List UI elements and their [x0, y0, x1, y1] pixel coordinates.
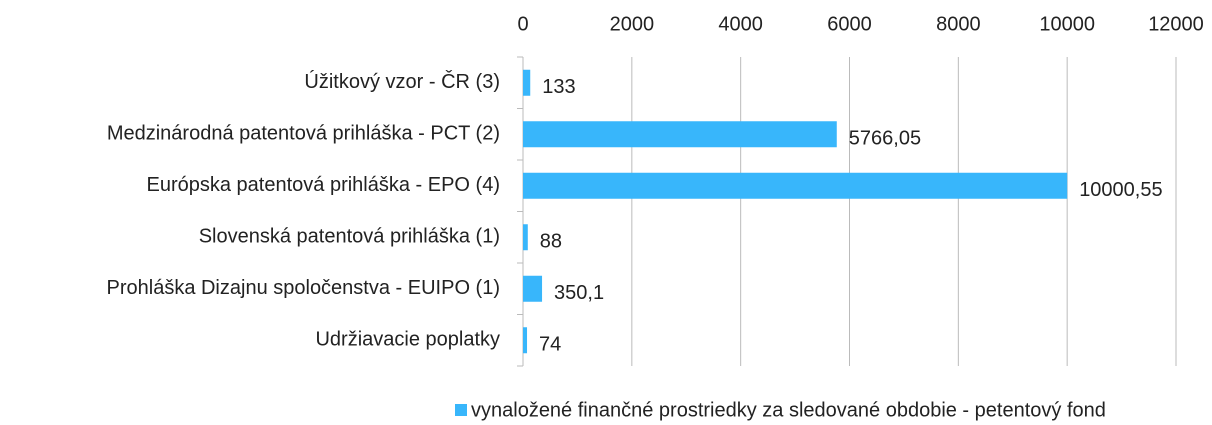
- x-tick-label: 4000: [718, 13, 763, 35]
- bar: [523, 172, 1068, 199]
- y-tick-label: Slovenská patentová prihláška (1): [199, 226, 500, 248]
- y-tick-label: Udržiavacie poplatky: [315, 329, 500, 351]
- bar: [523, 327, 528, 354]
- bar: [523, 69, 531, 96]
- data-label: 5766,05: [849, 128, 921, 150]
- data-label: 10000,55: [1079, 179, 1162, 201]
- legend-swatch: [455, 404, 467, 416]
- data-label: 88: [540, 231, 562, 253]
- x-tick-label: 0: [517, 13, 528, 35]
- y-tick-label: Medzinárodná patentová prihláška - PCT (…: [107, 123, 500, 145]
- y-tick-label: Európska patentová prihláška - EPO (4): [146, 174, 500, 196]
- y-tick-label: Prohláška Dizajnu spoločenstva - EUIPO (…: [107, 277, 501, 299]
- bar: [523, 275, 543, 302]
- data-label: 74: [539, 334, 561, 356]
- bar: [523, 224, 528, 251]
- y-tick-label: Úžitkový vzor - ČR (3): [304, 70, 500, 93]
- data-label: 133: [542, 76, 575, 98]
- x-tick-label: 2000: [610, 13, 655, 35]
- x-tick-label: 6000: [827, 13, 872, 35]
- x-tick-label: 8000: [936, 13, 981, 35]
- x-tick-label: 12000: [1148, 13, 1204, 35]
- data-label: 350,1: [554, 282, 604, 304]
- x-tick-label: 10000: [1039, 13, 1095, 35]
- bar: [523, 121, 837, 148]
- legend-label: vynaložené finančné prostriedky za sledo…: [471, 399, 1106, 421]
